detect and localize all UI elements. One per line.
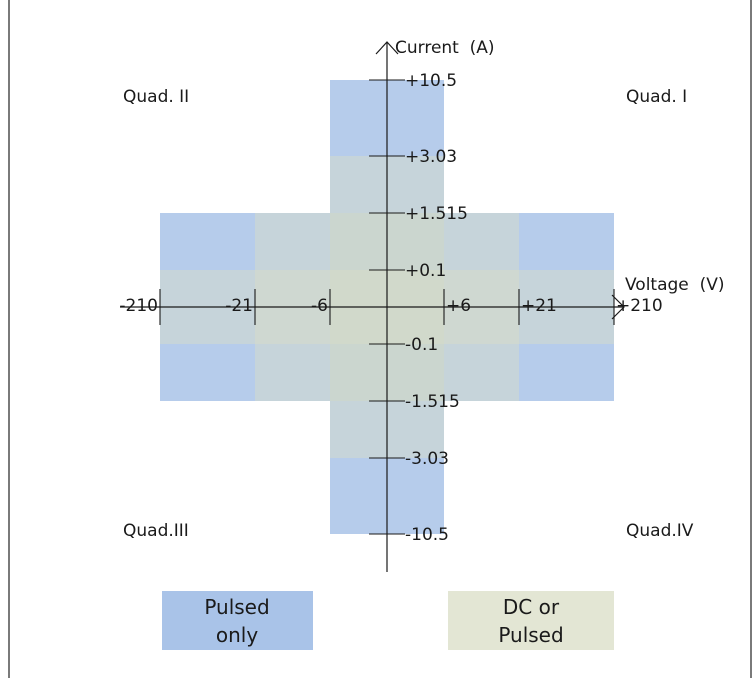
x-tick-label-0: -210 bbox=[119, 296, 158, 316]
quadrant-3-label: Quad.III bbox=[123, 521, 189, 541]
x-tick-label-5: +210 bbox=[616, 296, 663, 316]
legend-dc-swatch bbox=[448, 591, 614, 650]
x-tick-label-1: -21 bbox=[225, 296, 253, 316]
y-tick-label-0: +10.5 bbox=[405, 71, 457, 91]
y-axis-arrowhead bbox=[375, 41, 399, 55]
y-tick-label-4: -0.1 bbox=[405, 335, 438, 355]
x-tick-label-3: +6 bbox=[446, 296, 471, 316]
x-axis-label: Voltage (V) bbox=[625, 275, 724, 295]
y-axis-label: Current (A) bbox=[395, 38, 495, 58]
x-tick-label-2: -6 bbox=[311, 296, 328, 316]
legend-pulsed-text-2: only bbox=[216, 623, 258, 647]
legend-dc-text-2: Pulsed bbox=[498, 623, 563, 647]
axes bbox=[120, 41, 625, 572]
axis-ticks: -210 -21 -6 +6 +21 +210 +10.5 +3.03 +1.515 +0.1 -0… bbox=[119, 71, 662, 545]
legend-pulsed-text-1: Pulsed bbox=[204, 595, 269, 619]
legend-pulsed-swatch bbox=[162, 591, 313, 650]
y-tick-label-7: -10.5 bbox=[405, 525, 449, 545]
y-tick-label-5: -1.515 bbox=[405, 392, 460, 412]
x-tick-label-4: +21 bbox=[521, 296, 557, 316]
quadrant-2-label: Quad. II bbox=[123, 87, 189, 107]
y-tick-label-2: +1.515 bbox=[405, 204, 468, 224]
legend-dc-text-1: DC or bbox=[503, 595, 560, 619]
x-axis-arrowhead bbox=[611, 294, 625, 320]
quadrant-1-label: Quad. I bbox=[626, 87, 687, 107]
y-tick-label-3: +0.1 bbox=[405, 261, 446, 281]
quadrant-4-label: Quad.IV bbox=[626, 521, 694, 541]
y-tick-label-6: -3.03 bbox=[405, 449, 449, 469]
y-tick-label-1: +3.03 bbox=[405, 147, 457, 167]
